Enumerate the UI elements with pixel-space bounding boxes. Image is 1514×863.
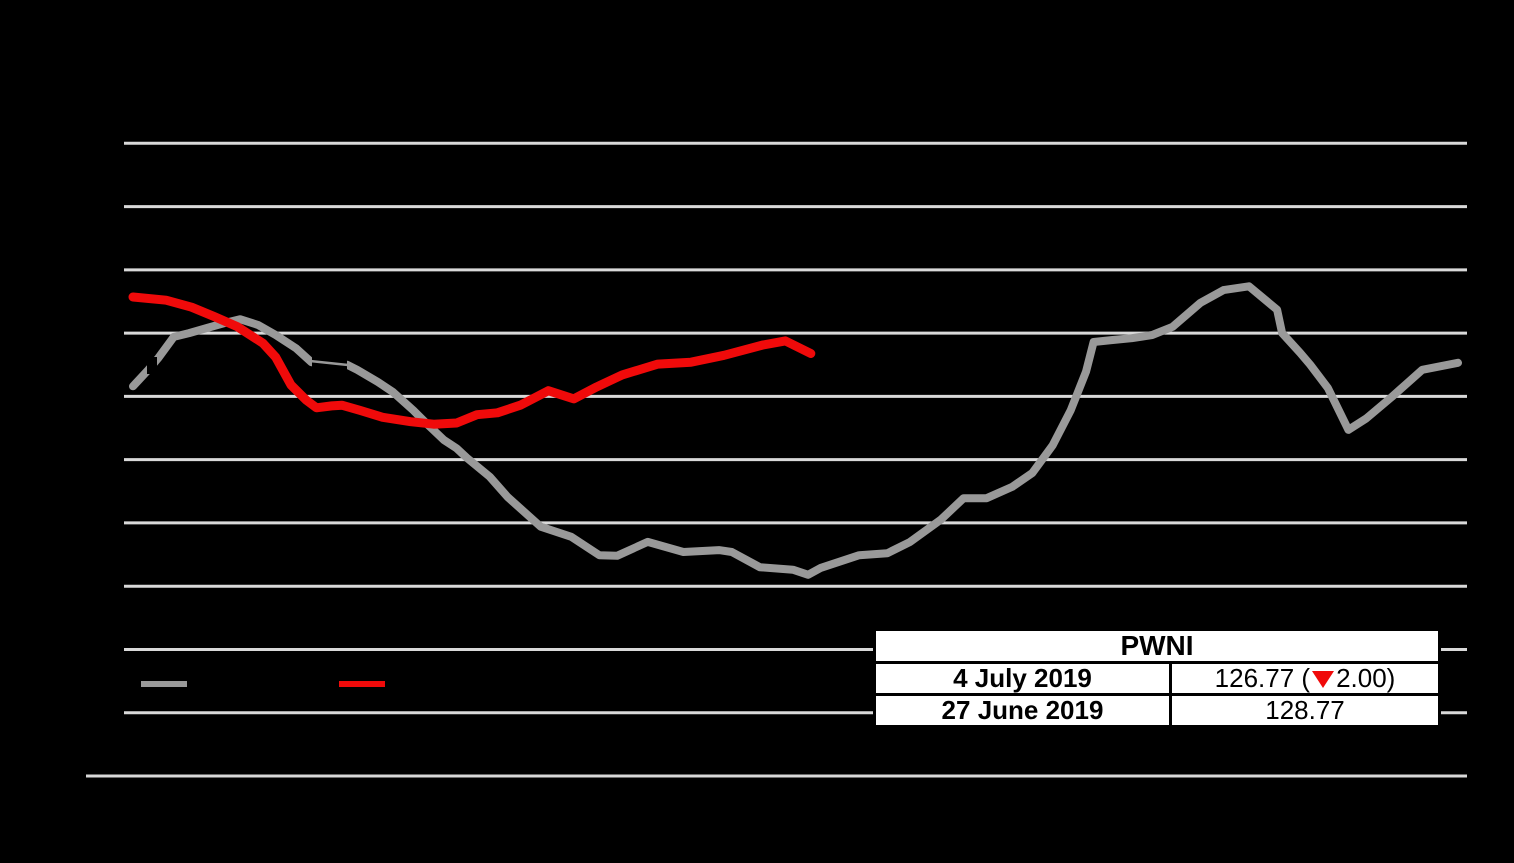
table-row-value: 126.77 ( 2.00) [1172, 663, 1438, 693]
table-title: PWNI [1120, 630, 1194, 661]
gridlines [86, 141, 1467, 778]
table-row-date: 4 July 2019 [876, 663, 1172, 693]
legend-red-line-swatch [339, 681, 385, 687]
price-value-text: 128.77 [1265, 695, 1345, 725]
previous-period-line [129, 282, 1462, 579]
price-value-text: 126.77 ( [1214, 663, 1311, 693]
current-period-line [128, 292, 816, 429]
table-row-value: 128.77 [1172, 695, 1438, 725]
table-row: 27 June 2019 128.77 [876, 693, 1438, 725]
table-row-date: 27 June 2019 [876, 695, 1172, 725]
down-triangle-icon [1312, 671, 1335, 688]
change-value-text: 2.00) [1336, 663, 1396, 693]
table-row: 4 July 2019 126.77 ( 2.00) [876, 661, 1438, 693]
summary-table: PWNI 4 July 2019 126.77 ( 2.00) 27 June 2… [873, 628, 1441, 728]
chart-legend [141, 681, 385, 687]
legend-gray-line-swatch [141, 681, 187, 687]
